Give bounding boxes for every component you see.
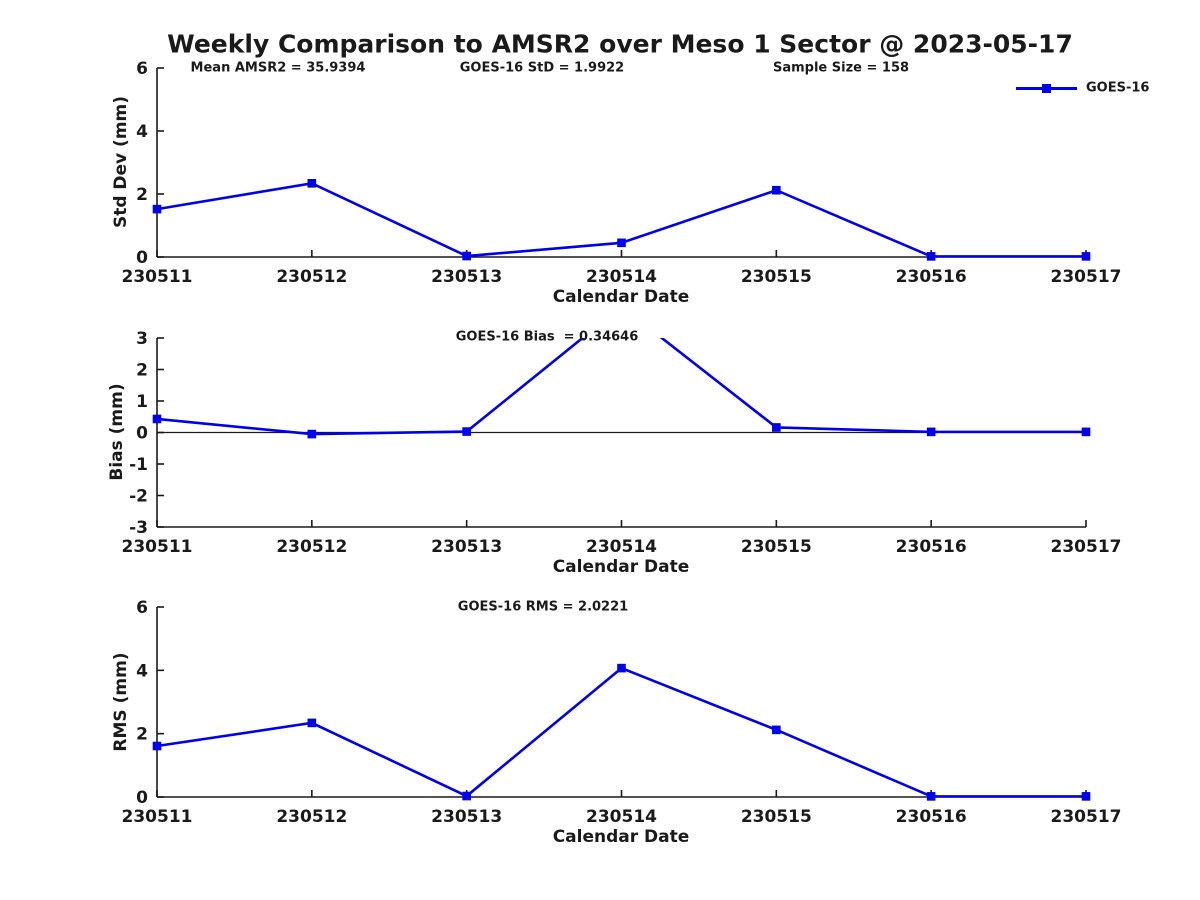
data-point-marker [926,252,936,261]
svg-text:2: 2 [136,725,148,745]
svg-text:230517: 230517 [1051,537,1122,557]
data-point-marker [307,718,317,728]
data-point-marker [462,251,471,261]
subplot-bias: -3 -2 -1 0 1 2 3 230511 230512 230513 230514 230515… [122,329,1122,557]
series-line-goes-16 [156,666,1086,798]
legend-label: GOES-16 [1086,80,1150,96]
svg-text:2: 2 [136,361,148,381]
series-line-goes-16 [156,338,1086,436]
data-point-marker [307,429,317,439]
data-point-marker [772,423,781,432]
data-point-marker [772,725,781,735]
data-point-marker [926,427,936,437]
annotation-sample-size: Sample Size = 158 [772,60,910,76]
svg-text:-1: -1 [129,455,148,475]
data-point-marker [152,204,162,214]
svg-text:230514: 230514 [586,537,657,557]
xaxis-label-bias: Calendar Date [552,557,690,577]
svg-text:230513: 230513 [431,807,502,827]
svg-text:230515: 230515 [741,537,812,557]
svg-text:1: 1 [136,392,148,412]
data-point-marker [462,791,471,801]
yaxis-label-rms: RMS (mm) [111,652,131,752]
data-point-marker [462,427,471,436]
svg-text:230516: 230516 [896,537,967,557]
data-point-marker [617,238,626,248]
svg-text:230515: 230515 [741,267,812,287]
annotation-goes16-rms: GOES-16 RMS = 2.0221 [457,599,629,615]
svg-text:3: 3 [136,329,148,349]
svg-text:230514: 230514 [586,807,657,827]
data-point-marker [1081,252,1091,261]
data-point-marker [617,663,626,673]
data-point-marker [926,792,936,801]
svg-text:-3: -3 [129,518,148,538]
svg-text:230517: 230517 [1051,807,1122,827]
svg-text:4: 4 [136,661,148,681]
data-point-marker [772,185,781,195]
svg-text:230516: 230516 [896,267,967,287]
legend: GOES-16 [1016,76,1186,100]
data-point-marker [152,414,162,424]
annotation-mean-amsr2: Mean AMSR2 = 35.9394 [190,60,366,76]
svg-text:230512: 230512 [276,537,347,557]
svg-text:6: 6 [136,598,148,618]
svg-text:230512: 230512 [276,807,347,827]
svg-text:0: 0 [136,424,148,444]
svg-text:0: 0 [136,788,148,808]
svg-text:-2: -2 [129,487,148,507]
yaxis-label-bias: Bias (mm) [107,383,127,481]
svg-text:230511: 230511 [122,267,193,287]
svg-text:230517: 230517 [1051,267,1122,287]
svg-text:230512: 230512 [276,267,347,287]
yaxis-label-std-dev: Std Dev (mm) [111,95,131,229]
xaxis-label-std-dev: Calendar Date [552,287,690,307]
svg-text:230513: 230513 [431,267,502,287]
svg-text:6: 6 [136,59,148,79]
svg-text:230515: 230515 [741,807,812,827]
legend-square-marker-icon [1042,84,1051,93]
svg-text:2: 2 [136,185,148,205]
xaxis-label-rms: Calendar Date [552,827,690,847]
svg-text:230516: 230516 [896,807,967,827]
data-point-marker [307,178,317,188]
data-point-marker [1081,792,1091,801]
annotation-goes16-bias: GOES-16 Bias = 0.34646 [455,329,639,345]
svg-text:230511: 230511 [122,537,193,557]
svg-text:230513: 230513 [431,537,502,557]
svg-text:230511: 230511 [122,807,193,827]
subplot-std-dev: 0 2 4 6 230511 230512 230513 230514 230515 230516… [122,59,1122,287]
subplot-rms: 0 2 4 6 230511 230512 230513 230514 230515 230516… [122,598,1122,827]
chart-title: Weekly Comparison to AMSR2 over Meso 1 S… [167,29,1073,59]
annotation-goes16-std: GOES-16 StD = 1.9922 [459,60,625,76]
svg-text:4: 4 [136,122,148,142]
data-point-marker [1081,427,1091,437]
svg-text:0: 0 [136,248,148,268]
svg-text:230514: 230514 [586,267,657,287]
data-point-marker [152,741,162,751]
